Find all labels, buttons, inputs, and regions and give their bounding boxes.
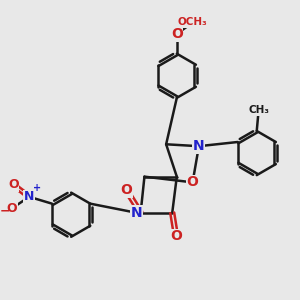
Text: O: O [187, 176, 199, 189]
Text: O: O [8, 178, 19, 191]
Text: O: O [120, 183, 132, 197]
Text: +: + [33, 183, 41, 194]
Text: N: N [193, 139, 205, 153]
Text: O: O [170, 230, 182, 243]
Text: O: O [7, 202, 17, 215]
Text: CH₃: CH₃ [248, 105, 269, 115]
Text: OCH₃: OCH₃ [178, 17, 208, 28]
Text: O: O [171, 27, 183, 41]
Text: N: N [24, 190, 34, 203]
Text: N: N [131, 206, 142, 220]
Text: −: − [0, 205, 10, 218]
